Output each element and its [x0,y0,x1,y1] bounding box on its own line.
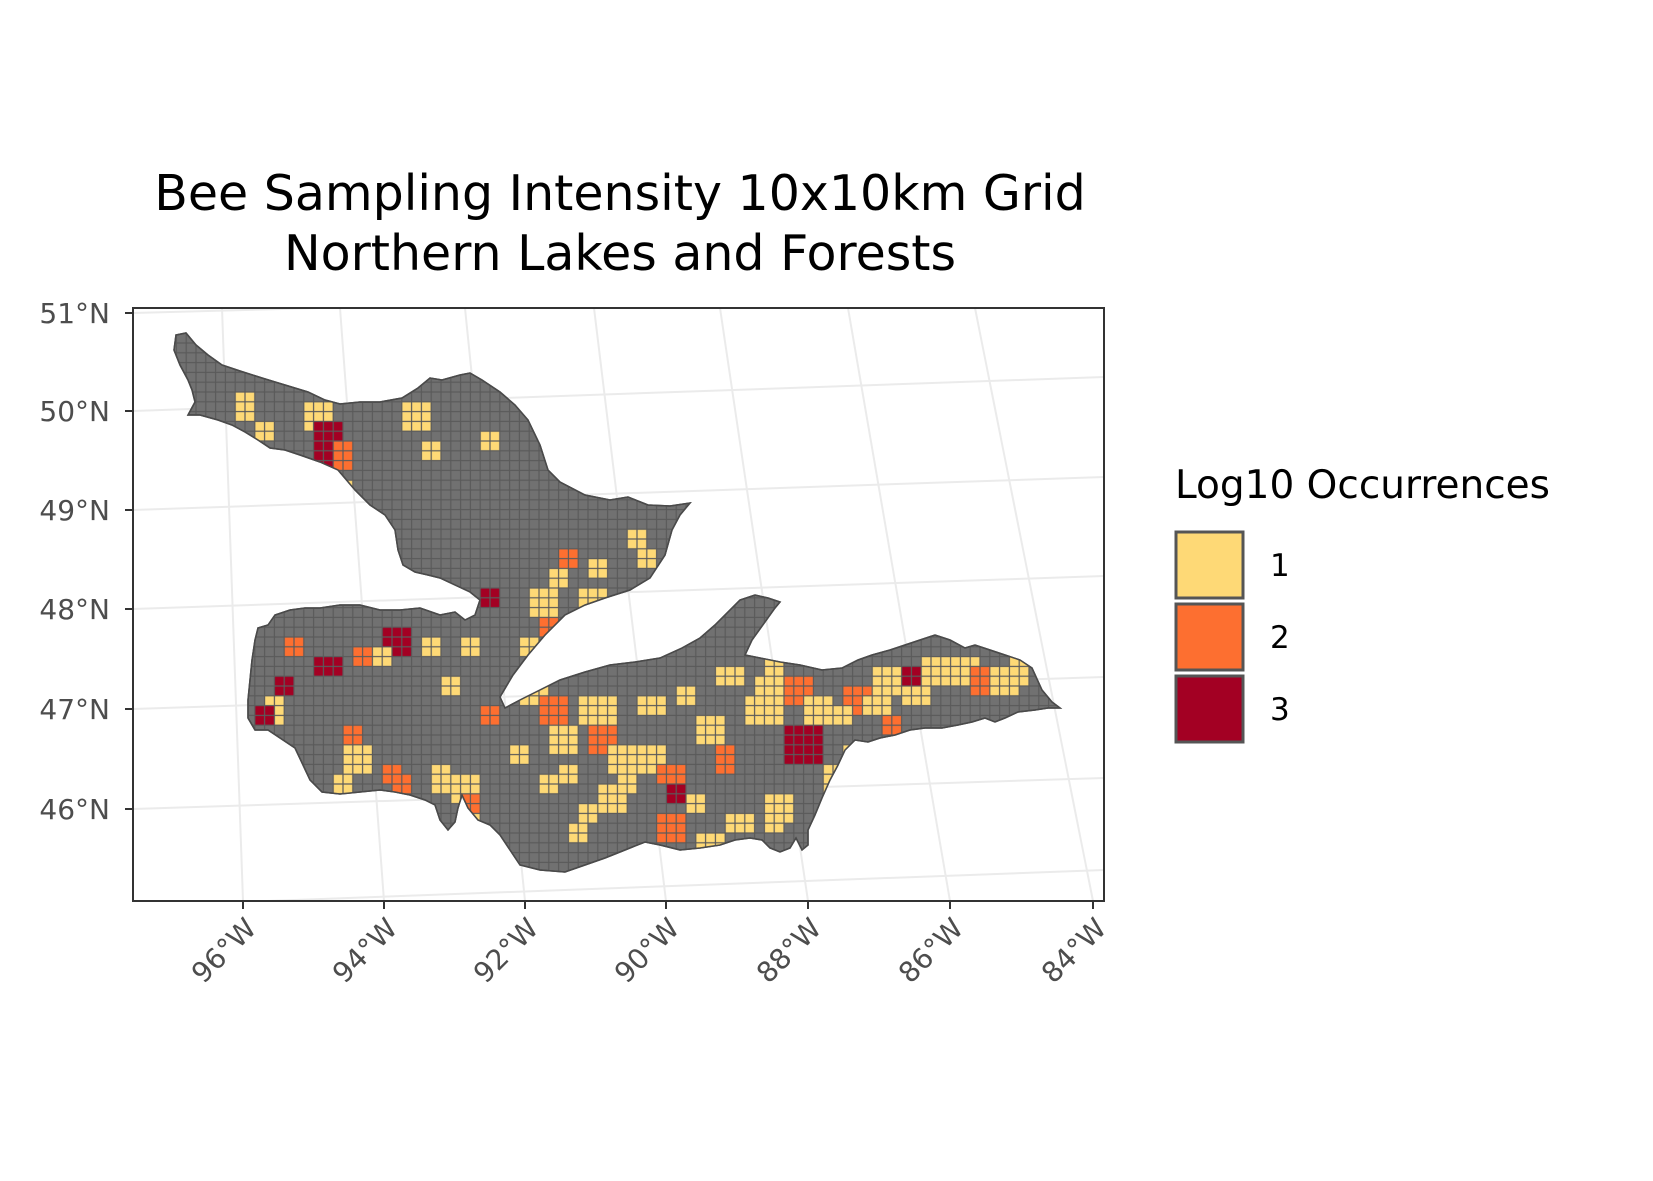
lon-tick-90: 90°W [608,912,686,990]
lat-tick-49: 49°N [39,494,110,527]
lon-tick-84: 84°W [1035,912,1113,990]
lon-tick-86: 86°W [892,912,970,990]
lat-tick-51: 51°N [39,297,110,330]
lon-tick-92: 92°W [467,912,545,990]
legend-label-1: 1 [1270,548,1290,584]
lon-tick-94: 94°W [326,912,404,990]
lon-tick-96: 96°W [185,912,263,990]
map-panel [132,307,1105,902]
legend-label-2: 2 [1270,620,1290,656]
region-outline [173,332,1063,873]
lat-tick-46: 46°N [39,793,110,826]
longitude-axis: 96°W 94°W 92°W 90°W 88°W 86°W 84°W [185,901,1113,990]
legend-title: Log10 Occurrences [1175,463,1550,508]
legend-key-2 [1174,602,1245,672]
legend: Log10 Occurrences 1 2 3 [1174,463,1550,744]
legend-key-3 [1174,674,1245,744]
legend-label-3: 3 [1270,692,1290,728]
lat-tick-50: 50°N [39,395,110,428]
map-title-line-1: Bee Sampling Intensity 10x10km Grid [154,165,1085,222]
lat-tick-48: 48°N [39,593,110,626]
panel-border [132,307,1105,902]
lon-tick-88: 88°W [750,912,828,990]
legend-key-1 [1174,530,1245,600]
lat-tick-47: 47°N [39,693,110,726]
latitude-axis: 51°N 50°N 49°N 48°N 47°N 46°N [39,297,133,826]
map-title-line-2: Northern Lakes and Forests [284,225,956,282]
